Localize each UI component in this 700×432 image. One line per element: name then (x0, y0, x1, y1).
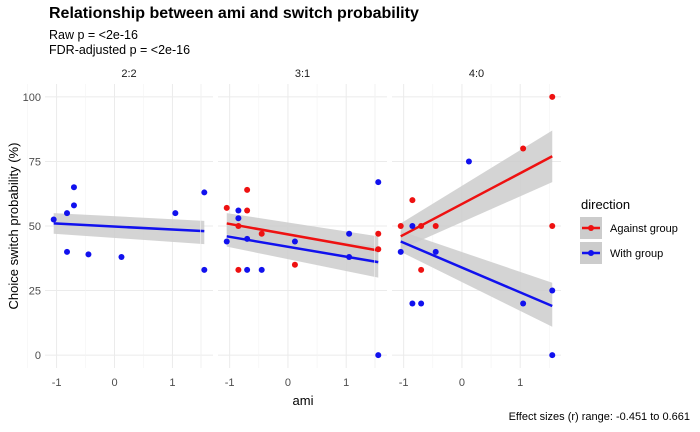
data-point (50, 216, 57, 223)
y-tick-label: 25 (29, 286, 41, 298)
data-point (70, 202, 77, 209)
data-point (223, 238, 230, 245)
data-point (465, 158, 472, 165)
regression-line (400, 155, 553, 238)
x-tick-label: 1 (343, 377, 349, 389)
data-point (64, 248, 71, 255)
data-point (397, 248, 404, 255)
data-point (172, 210, 179, 217)
x-tick-label: -1 (52, 377, 62, 389)
x-tick-label: 1 (169, 377, 175, 389)
confidence-band (400, 130, 553, 250)
data-point (291, 261, 298, 268)
data-point (418, 266, 425, 273)
data-point (549, 287, 556, 294)
regression-line (226, 235, 379, 264)
x-tick-label: -1 (399, 377, 409, 389)
chart-subtitle-raw-p: Raw p = <2e-16 (49, 28, 138, 42)
data-point (375, 246, 382, 253)
confidence-band (400, 231, 553, 327)
y-tick-label: 75 (29, 156, 41, 168)
legend-label: With group (610, 248, 663, 260)
data-point (549, 223, 556, 229)
data-point (201, 189, 208, 196)
data-point (520, 145, 527, 152)
data-point (244, 207, 251, 214)
data-point (85, 251, 92, 258)
x-tick-label: -1 (225, 377, 235, 389)
x-tick-label: 0 (285, 377, 291, 389)
data-point (244, 266, 251, 273)
confidence-band (53, 213, 205, 245)
data-point (375, 230, 382, 237)
data-point (397, 223, 404, 229)
data-point (244, 186, 251, 193)
legend-title: direction (581, 197, 630, 212)
legend-key-point (588, 225, 594, 231)
data-point (258, 266, 265, 273)
chart-caption: Effect sizes (r) range: -0.451 to 0.661 (508, 411, 690, 423)
data-point (235, 266, 242, 273)
y-tick-label: 0 (35, 350, 41, 362)
data-point (258, 230, 265, 237)
facet-strip-label: 2:2 (121, 68, 136, 80)
y-tick-label: 50 (29, 221, 41, 233)
data-point (235, 215, 242, 222)
x-tick-label: 1 (517, 377, 523, 389)
x-tick-label: 0 (111, 377, 117, 389)
regression-line (400, 240, 553, 308)
data-point (549, 352, 556, 359)
data-point (346, 230, 353, 237)
regression-line (53, 222, 205, 233)
x-tick-label: 0 (459, 377, 465, 389)
data-point (549, 93, 556, 100)
chart-title: Relationship between ami and switch prob… (49, 5, 419, 22)
data-point (409, 223, 416, 229)
data-point (244, 235, 251, 242)
data-point (70, 184, 77, 191)
legend-label: Against group (610, 223, 678, 235)
facet-strip-label: 3:1 (295, 68, 310, 80)
data-point (235, 223, 242, 229)
data-point (432, 248, 439, 255)
data-point (409, 197, 416, 204)
data-point (346, 253, 353, 260)
regression-line (226, 222, 379, 252)
data-point (118, 253, 125, 260)
facet-strip-label: 4:0 (469, 68, 484, 80)
data-point (64, 210, 71, 217)
x-axis-title: ami (293, 393, 314, 408)
confidence-band (226, 226, 379, 278)
data-point (375, 179, 382, 186)
data-point (223, 204, 230, 211)
chart-subtitle-fdr-p: FDR-adjusted p = <2e-16 (49, 43, 191, 57)
y-tick-label: 100 (23, 92, 41, 104)
y-axis-title: Choice switch probability (%) (6, 143, 21, 310)
data-point (375, 352, 382, 359)
data-point (409, 300, 416, 307)
data-point (418, 223, 425, 229)
data-point (201, 266, 208, 273)
data-point (432, 223, 439, 229)
data-point (291, 238, 298, 245)
data-point (418, 300, 425, 307)
legend-key-point (588, 250, 594, 256)
data-point (235, 207, 242, 214)
data-point (520, 300, 527, 307)
